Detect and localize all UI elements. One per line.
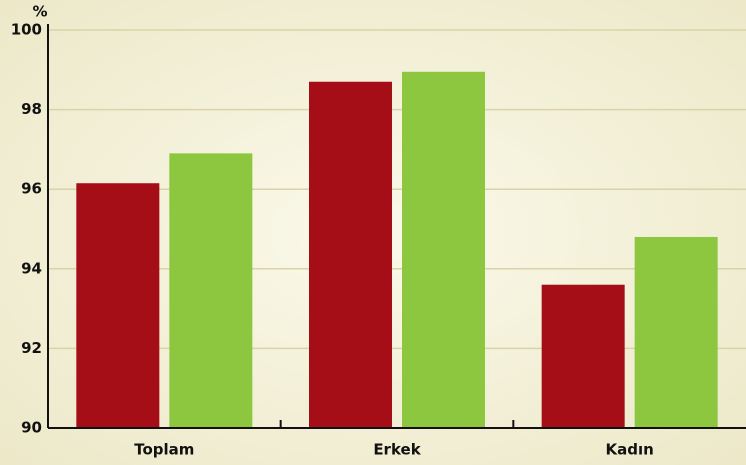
- bar: [541, 284, 625, 428]
- y-tick-label: 94: [21, 259, 42, 277]
- y-tick-label: 92: [21, 339, 42, 357]
- y-tick-label: 98: [21, 100, 42, 118]
- y-tick-label: 90: [21, 419, 42, 437]
- y-axis-label: %: [32, 3, 47, 21]
- bar: [309, 81, 392, 429]
- y-tick-label: 100: [11, 21, 42, 39]
- x-tick-label: Erkek: [373, 441, 421, 459]
- y-tick-label: 96: [21, 180, 42, 198]
- bar: [169, 153, 253, 428]
- x-tick-label: Toplam: [134, 441, 194, 459]
- bar: [76, 183, 160, 428]
- x-tick-label: Kadın: [606, 441, 654, 459]
- bar: [634, 236, 718, 428]
- bar: [402, 71, 485, 428]
